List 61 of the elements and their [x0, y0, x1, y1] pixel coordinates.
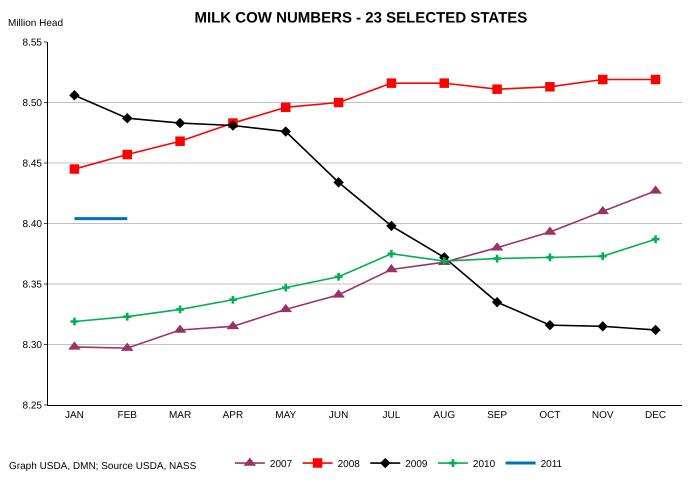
- point: [493, 254, 501, 262]
- x-tick-label: MAR: [168, 410, 192, 421]
- x-tick-label: APR: [222, 410, 244, 421]
- point: [229, 296, 237, 304]
- y-axis-title: Million Head: [8, 18, 64, 29]
- y-tick-label: 8.30: [22, 340, 42, 351]
- x-tick-label: OCT: [539, 410, 560, 421]
- point: [174, 118, 186, 128]
- point: [228, 120, 238, 131]
- x-tick-label: JAN: [64, 410, 84, 421]
- legend-label: 2009: [405, 458, 428, 470]
- point: [123, 312, 132, 321]
- point: [650, 324, 661, 336]
- chart-title: MILK COW NUMBERS - 23 SELECTED STATES: [194, 10, 528, 27]
- point: [70, 164, 80, 174]
- x-tick-label: FEB: [118, 410, 138, 421]
- point: [545, 82, 555, 92]
- point: [386, 78, 396, 88]
- x-tick-label: JUL: [382, 410, 401, 421]
- point: [122, 113, 132, 124]
- point: [598, 252, 607, 260]
- point: [544, 320, 556, 330]
- point: [334, 98, 344, 108]
- x-tick-label: SEP: [487, 410, 508, 421]
- point: [440, 78, 449, 88]
- x-tick-label: NOV: [592, 410, 614, 421]
- y-tick-label: 8.25: [22, 400, 42, 412]
- point: [386, 220, 397, 232]
- x-tick-label: DEC: [645, 410, 666, 421]
- point: [122, 150, 132, 160]
- point: [282, 284, 290, 292]
- point: [175, 136, 185, 146]
- point: [440, 257, 448, 265]
- point: [69, 90, 80, 100]
- y-tick-label: 8.50: [22, 98, 42, 109]
- point: [334, 272, 342, 281]
- point: [492, 296, 502, 308]
- y-tick-label: 8.55: [22, 38, 42, 48]
- x-tick-label: JUN: [328, 410, 348, 421]
- point: [492, 84, 502, 94]
- point: [176, 306, 184, 314]
- x-tick-label: AUG: [433, 410, 456, 421]
- legend-label: 2010: [472, 458, 496, 470]
- point: [281, 102, 290, 112]
- point: [333, 177, 344, 188]
- point: [280, 126, 291, 137]
- point: [388, 250, 396, 258]
- point: [546, 253, 554, 262]
- legend-label: 2007: [270, 458, 293, 470]
- text: Graph USDA, DMN; Source USDA, NASS: [9, 461, 197, 472]
- x-tick-label: MAY: [275, 410, 297, 421]
- y-tick-label: 8.40: [22, 219, 42, 230]
- y-tick-label: 8.45: [22, 158, 42, 170]
- legend-label: 2011: [540, 458, 563, 470]
- point: [70, 318, 78, 326]
- point: [650, 74, 660, 84]
- point: [598, 321, 608, 332]
- point: [598, 74, 608, 84]
- legend-label: 2008: [338, 458, 360, 470]
- point: [652, 235, 660, 244]
- y-tick-label: 8.35: [22, 280, 42, 290]
